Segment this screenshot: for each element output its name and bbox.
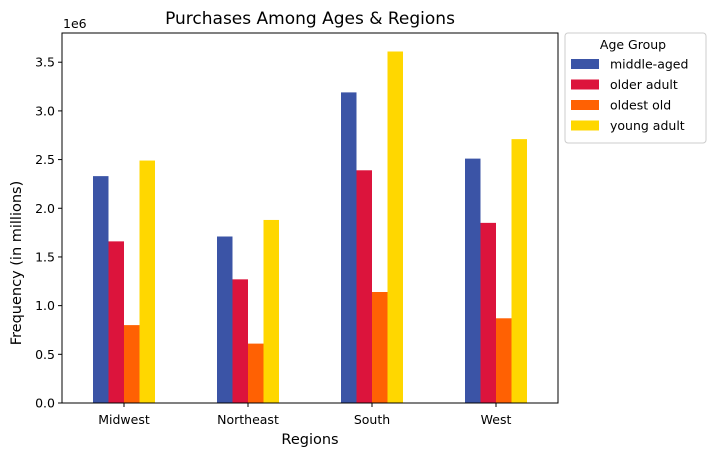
legend-swatch [571,120,599,131]
x-tick-label: Midwest [98,412,150,427]
bar-oldest-old-west [496,318,512,403]
plot-frame [61,32,559,404]
legend-swatch [571,100,599,110]
chart-title: Purchases Among Ages & Regions [165,9,455,29]
bar-middle-aged-south [341,92,357,403]
bar-oldest-old-midwest [124,325,140,403]
y-tick-label: 3.5 [35,55,55,70]
legend-swatch [571,79,599,90]
legend-swatch [571,59,599,69]
bar-older-adult-south [356,170,372,403]
bars-group [93,51,527,403]
x-axis-ticks: Midwest Northeast South West [98,403,511,427]
bar-young-adult-northeast [263,219,279,403]
y-axis-label: Frequency (in millions) [9,181,25,346]
bar-young-adult-west [511,139,527,403]
legend-title: Age Group [600,37,666,52]
y-tick-label: 1.5 [35,249,55,264]
bar-older-adult-midwest [108,241,124,403]
y-tick-label: 2.5 [35,152,55,167]
legend-entry-label: middle-aged [610,57,688,72]
y-tick-label: 2.0 [35,201,55,216]
x-axis-label: Regions [281,432,338,448]
y-tick-label: 0.0 [35,396,55,411]
bar-older-adult-west [480,222,496,403]
y-axis-offset-label: 1e6 [63,16,87,31]
x-tick-label: Northeast [217,412,279,427]
bar-young-adult-south [387,51,403,403]
legend-entry-label: young adult [610,118,685,133]
y-tick-label: 0.5 [35,347,55,362]
bar-oldest-old-south [372,292,388,403]
bar-middle-aged-northeast [217,236,233,403]
y-axis-ticks: 0.0 0.5 1.0 1.5 2.0 2.5 3.0 3.5 [35,55,62,411]
y-tick-label: 1.0 [35,298,55,313]
legend-entry-label: older adult [610,77,678,92]
legend: Age Group middle-aged older adult oldest o… [564,32,707,144]
bar-older-adult-northeast [232,279,248,403]
bar-middle-aged-west [465,158,481,403]
bar-middle-aged-midwest [93,176,109,403]
y-tick-label: 3.0 [35,103,55,118]
legend-frame [564,32,707,144]
x-tick-label: West [481,412,512,427]
bar-oldest-old-northeast [248,343,264,403]
x-tick-label: South [354,412,390,427]
bar-young-adult-midwest [139,160,155,403]
legend-entry-label: oldest old [610,98,671,113]
